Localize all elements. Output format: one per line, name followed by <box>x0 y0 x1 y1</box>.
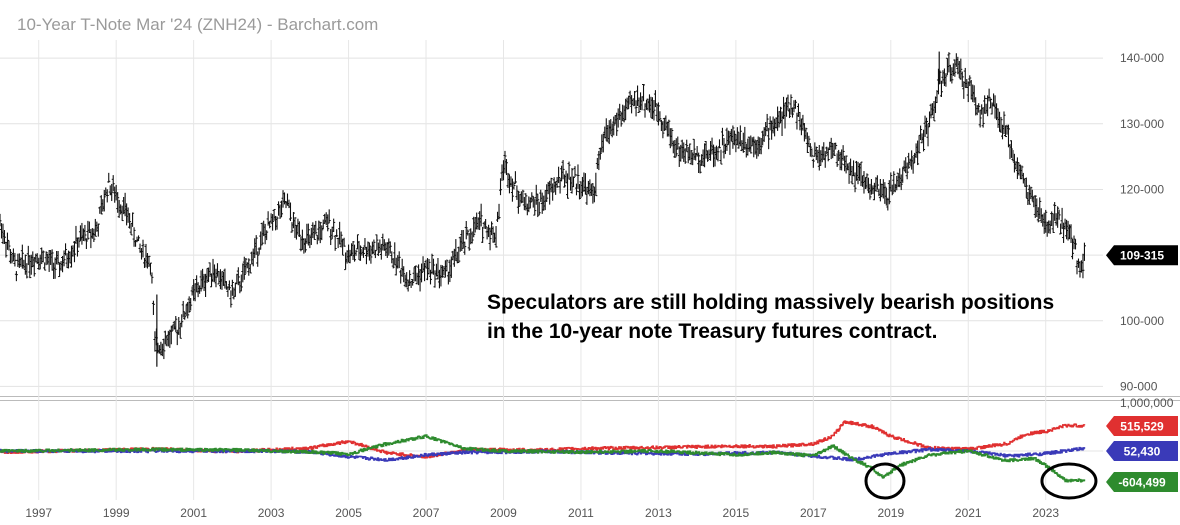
x-tick-label: 2001 <box>180 506 207 520</box>
x-tick-label: 2013 <box>645 506 672 520</box>
price-bars <box>0 51 1086 367</box>
value-flags: 109-315 515,529 52,430 -604,499 <box>1106 245 1178 492</box>
x-tick-label: 2017 <box>800 506 827 520</box>
x-tick-label: 2015 <box>723 506 750 520</box>
y-tick-label: 90-000 <box>1120 379 1158 393</box>
x-tick-label: 2003 <box>258 506 285 520</box>
axis-ticks: 90-000100-000110-000120-000130-000140-00… <box>25 51 1173 520</box>
x-tick-label: 2007 <box>413 506 440 520</box>
cot-series-0-flag <box>1106 416 1178 436</box>
x-tick-label: 2021 <box>955 506 982 520</box>
cot-series-1-label: 52,430 <box>1124 445 1161 459</box>
x-tick-label: 2023 <box>1032 506 1059 520</box>
x-tick-label: 1997 <box>25 506 52 520</box>
gridlines <box>0 40 1180 500</box>
x-tick-label: 2011 <box>568 506 594 520</box>
cot-lines <box>0 420 1086 483</box>
x-tick-label: 2019 <box>877 506 904 520</box>
x-tick-label: 1999 <box>103 506 130 520</box>
y-tick-label: 140-000 <box>1120 51 1164 65</box>
y-tick-label: 100-000 <box>1120 314 1164 328</box>
y-tick-label: 130-000 <box>1120 117 1164 131</box>
x-tick-label: 2009 <box>490 506 517 520</box>
annotation-line-1: Speculators are still holding massively … <box>487 291 1055 314</box>
cot-series-2-flag <box>1106 472 1178 492</box>
y-tick-label: 1,000,000 <box>1120 396 1174 410</box>
y-tick-label: 120-000 <box>1120 182 1164 196</box>
annotation-text: Speculators are still holding massively … <box>487 288 1147 346</box>
last-price-flag <box>1106 245 1178 266</box>
highlight-circle <box>864 462 906 500</box>
highlight-circle <box>1040 462 1098 500</box>
cot-series-0-label: 515,529 <box>1120 420 1164 434</box>
cot-series-line <box>0 434 1086 483</box>
cot-series-2-label: -604,499 <box>1118 476 1166 490</box>
highlight-circles <box>864 462 1098 500</box>
cot-series-1-flag <box>1106 441 1178 461</box>
x-tick-label: 2005 <box>335 506 362 520</box>
annotation-line-2: in the 10-year note Treasury futures con… <box>487 320 938 343</box>
last-price-label: 109-315 <box>1120 249 1164 263</box>
chart-title: 10-Year T-Note Mar '24 (ZNH24) - Barchar… <box>17 15 378 34</box>
